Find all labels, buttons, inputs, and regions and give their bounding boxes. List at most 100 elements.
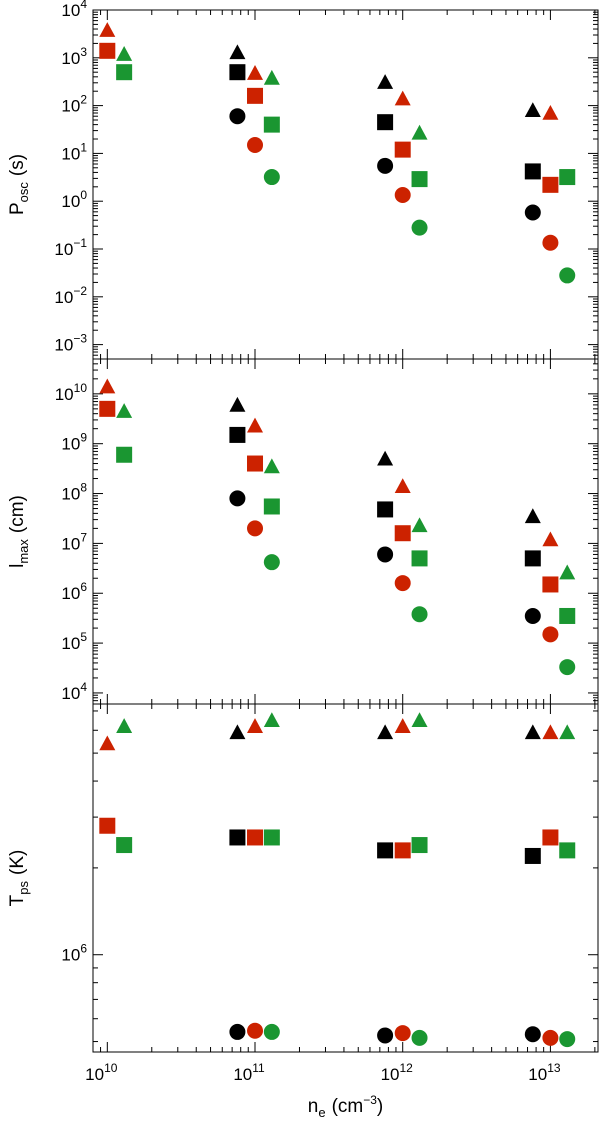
data-point-triangle <box>559 724 576 740</box>
y-tick-label: 108 <box>61 481 87 504</box>
x-tick-label: 1012 <box>381 1061 414 1084</box>
tick-exponent: 3 <box>80 45 87 59</box>
series-square <box>99 42 559 193</box>
data-point-triangle <box>411 124 428 140</box>
series-circle <box>247 136 559 251</box>
data-point-square <box>542 576 559 593</box>
data-point-circle <box>394 186 411 203</box>
tick-exponent: 1 <box>80 140 87 154</box>
series-circle <box>263 1023 576 1048</box>
tick-exponent: 13 <box>547 1061 561 1075</box>
data-point-triangle <box>524 508 541 524</box>
data-point-circle <box>229 108 246 125</box>
y-tick-label: 10−1 <box>54 236 87 259</box>
tick-exponent: 4 <box>80 680 87 694</box>
y-tick-label: 106 <box>61 580 87 603</box>
tick-base: 10 <box>54 240 73 259</box>
series-triangle <box>99 718 559 751</box>
series-square <box>99 400 559 593</box>
y-axis-unit: (s) <box>7 154 28 176</box>
data-point-circle <box>524 607 541 624</box>
data-point-square <box>524 847 541 864</box>
y-tick-label: 103 <box>61 45 87 68</box>
series-square <box>99 817 559 859</box>
x-axis-unit-close: ) <box>377 1096 383 1117</box>
data-point-circle <box>394 1025 411 1042</box>
tick-exponent: −3 <box>73 332 87 346</box>
series-triangle <box>99 22 559 120</box>
data-point-circle <box>263 554 280 571</box>
data-point-square <box>229 426 246 443</box>
data-point-square <box>559 842 576 859</box>
data-point-square <box>377 842 394 859</box>
tick-base: 10 <box>528 1065 547 1084</box>
data-point-circle <box>542 234 559 251</box>
data-point-square <box>394 141 411 158</box>
series-square <box>116 829 576 859</box>
data-point-square <box>559 169 576 186</box>
y-tick-label: 101 <box>61 140 87 163</box>
data-point-square <box>263 498 280 515</box>
tick-base: 10 <box>61 192 80 211</box>
data-point-circle <box>542 1029 559 1046</box>
data-point-triangle <box>229 44 246 60</box>
series-square <box>229 426 541 567</box>
data-point-circle <box>411 219 428 236</box>
tick-base: 10 <box>85 1065 104 1084</box>
data-point-circle <box>247 136 264 153</box>
series-triangle <box>99 378 559 547</box>
data-point-circle <box>411 1029 428 1046</box>
series-circle <box>229 490 541 624</box>
tick-base: 10 <box>61 49 80 68</box>
x-axis-subscript: e <box>318 1105 325 1120</box>
tick-base: 10 <box>55 385 74 404</box>
data-point-triangle <box>263 712 280 728</box>
y-axis-unit: (cm) <box>7 495 28 533</box>
tick-base: 10 <box>61 634 80 653</box>
tick-exponent: 10 <box>74 381 88 395</box>
tick-base: 10 <box>54 336 73 355</box>
tick-base: 10 <box>61 97 80 116</box>
tick-base: 10 <box>61 1 80 20</box>
plot-frame <box>92 703 599 1053</box>
data-point-square <box>99 42 116 59</box>
data-point-circle <box>542 626 559 643</box>
series-circle <box>247 520 559 643</box>
x-axis-unit: (cm <box>332 1096 364 1117</box>
series-triangle <box>229 44 541 118</box>
y-tick-label: 109 <box>61 431 87 454</box>
x-tick-label: 1010 <box>85 1061 118 1084</box>
y-tick-label: 102 <box>61 93 87 116</box>
data-point-triangle <box>99 378 116 394</box>
data-point-square <box>229 829 246 846</box>
data-point-triangle <box>377 450 394 466</box>
data-point-square <box>263 829 280 846</box>
series-square <box>229 829 541 864</box>
data-point-circle <box>559 659 576 676</box>
plot-frame <box>92 358 599 705</box>
data-point-square <box>377 114 394 131</box>
x-axis-label: ne (cm−3) <box>308 1093 383 1120</box>
y-tick-label: 105 <box>61 630 87 653</box>
data-point-triangle <box>116 718 133 733</box>
tick-exponent: 12 <box>399 1061 413 1075</box>
data-point-circle <box>229 490 246 507</box>
x-tick-label: 1011 <box>233 1061 265 1084</box>
series-square <box>116 446 576 624</box>
data-point-circle <box>394 575 411 592</box>
tick-exponent: −2 <box>73 284 87 298</box>
y-tick-label: 10−2 <box>54 284 87 307</box>
y-axis-label: Posc (s) <box>7 154 31 215</box>
data-point-square <box>524 163 541 180</box>
data-point-triangle <box>247 417 264 433</box>
data-point-circle <box>524 204 541 221</box>
x-tick-label: 1013 <box>528 1061 561 1084</box>
data-point-square <box>377 501 394 518</box>
data-point-triangle <box>411 517 428 533</box>
data-point-triangle <box>229 396 246 412</box>
data-point-square <box>263 116 280 133</box>
plot-frame <box>92 9 599 360</box>
series-circle <box>229 1023 541 1044</box>
data-point-triangle <box>524 724 541 740</box>
